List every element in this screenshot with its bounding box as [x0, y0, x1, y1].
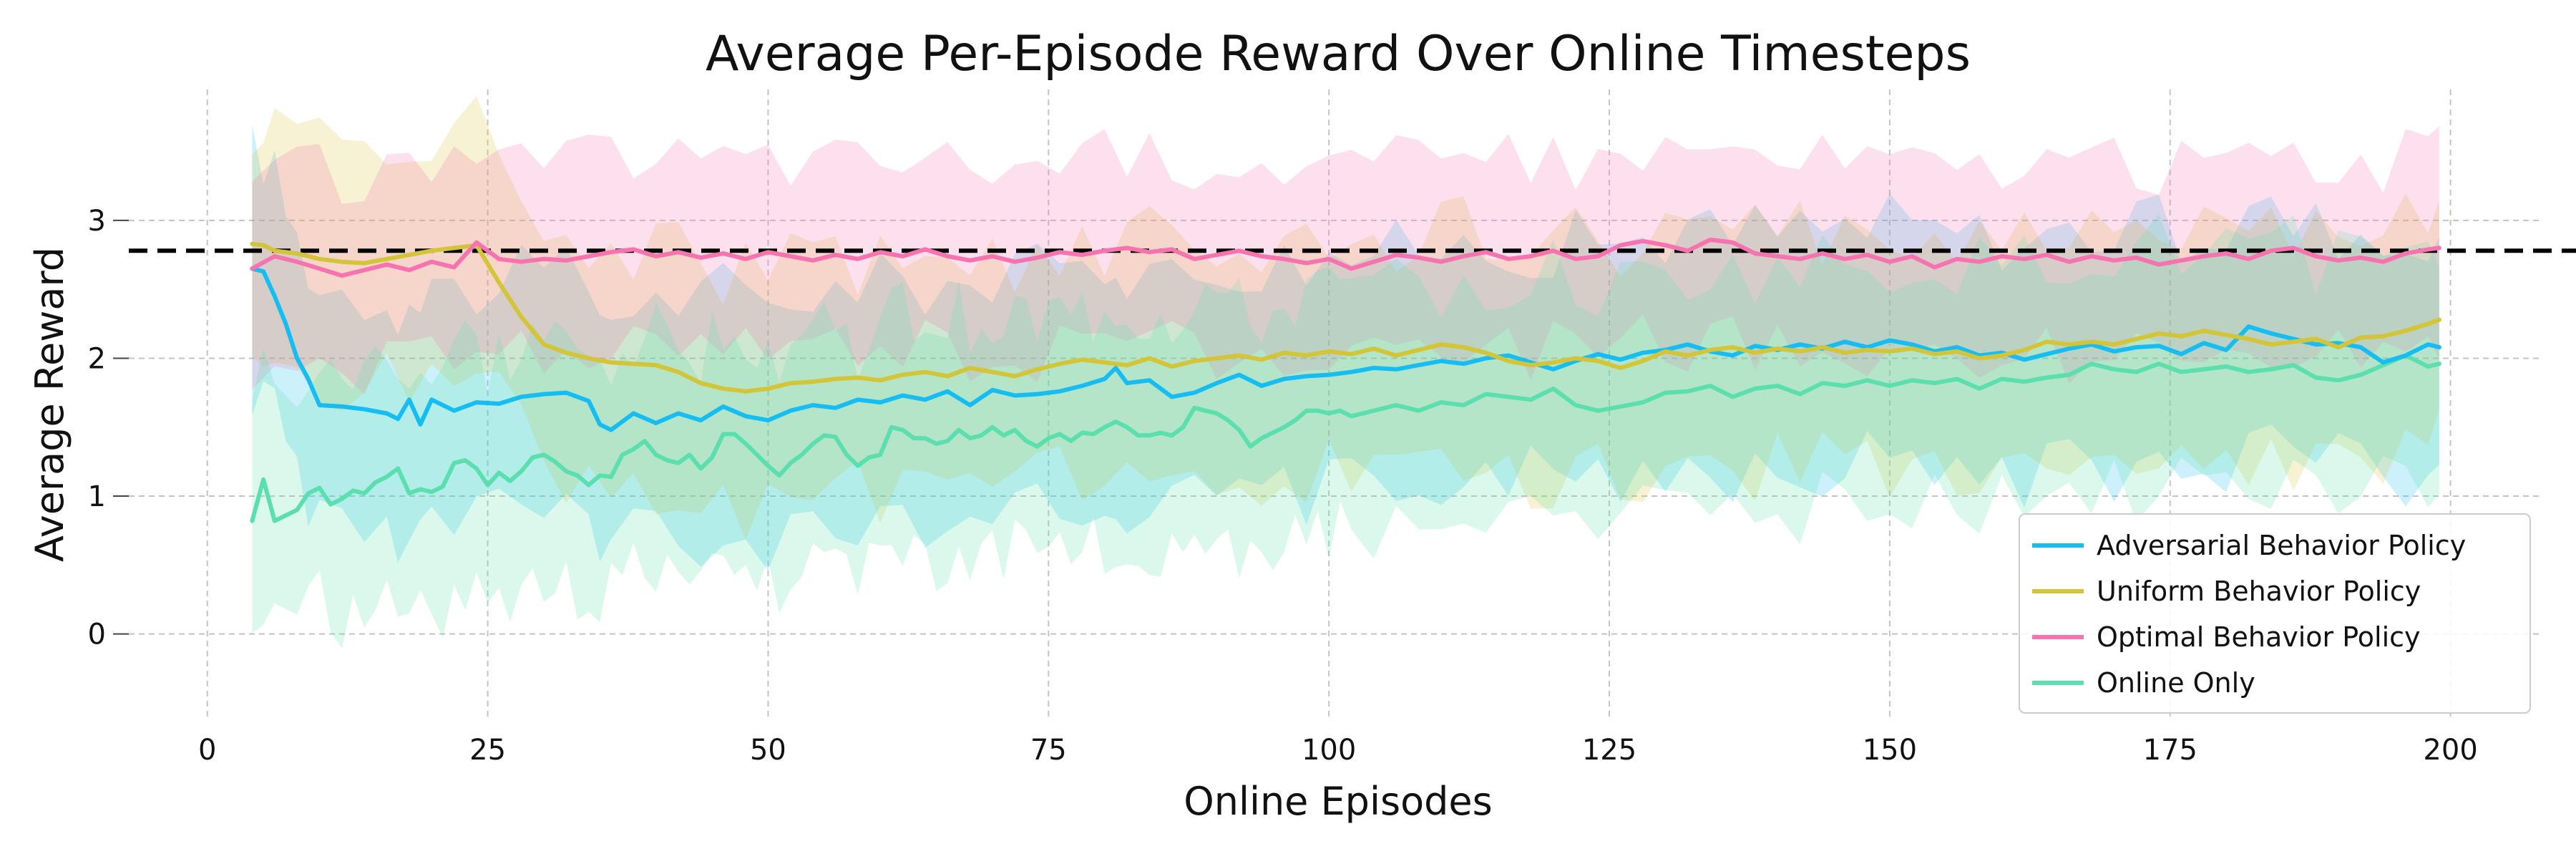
x-tick-label: 25: [469, 734, 506, 767]
legend: Adversarial Behavior Policy Uniform Behav…: [2019, 513, 2531, 714]
band-3: [252, 214, 2439, 649]
y-axis-ticks: 0 1 2 3: [88, 205, 129, 651]
series-lines: [250, 237, 2441, 523]
grid: [129, 89, 2540, 719]
x-tick-label: 50: [750, 734, 786, 767]
series-line-1: [250, 241, 2441, 394]
x-tick-label: 75: [1030, 734, 1067, 767]
legend-entry: Optimal Behavior Policy: [2097, 621, 2421, 653]
y-tick-label: 2: [88, 342, 106, 375]
y-tick-label: 0: [88, 618, 106, 651]
legend-entry: Adversarial Behavior Policy: [2097, 530, 2466, 561]
x-tick-label: 100: [1302, 734, 1356, 767]
series-line-3: [250, 353, 2441, 523]
x-tick-label: 175: [2143, 734, 2197, 767]
series-line-2: [250, 237, 2441, 278]
x-axis-ticks: 0 25 50 75 100 125 150 175 200: [198, 734, 2478, 767]
y-tick-label: 3: [88, 205, 106, 238]
series-line-0: [250, 266, 2441, 432]
legend-box: [2019, 513, 2531, 714]
chart-title: Average Per-Episode Reward Over Online T…: [706, 26, 1971, 82]
x-tick-label: 0: [198, 734, 216, 767]
legend-entry: Uniform Behavior Policy: [2097, 576, 2421, 607]
band-1: [252, 96, 2439, 540]
x-tick-label: 125: [1582, 734, 1636, 767]
legend-entry: Online Only: [2097, 667, 2255, 699]
x-axis-label: Online Episodes: [1184, 779, 1493, 824]
y-tick-label: 1: [88, 480, 106, 513]
x-tick-label: 150: [1863, 734, 1917, 767]
y-axis-label: Average Reward: [27, 247, 72, 562]
band-2: [252, 126, 2439, 394]
x-tick-label: 200: [2423, 734, 2477, 767]
